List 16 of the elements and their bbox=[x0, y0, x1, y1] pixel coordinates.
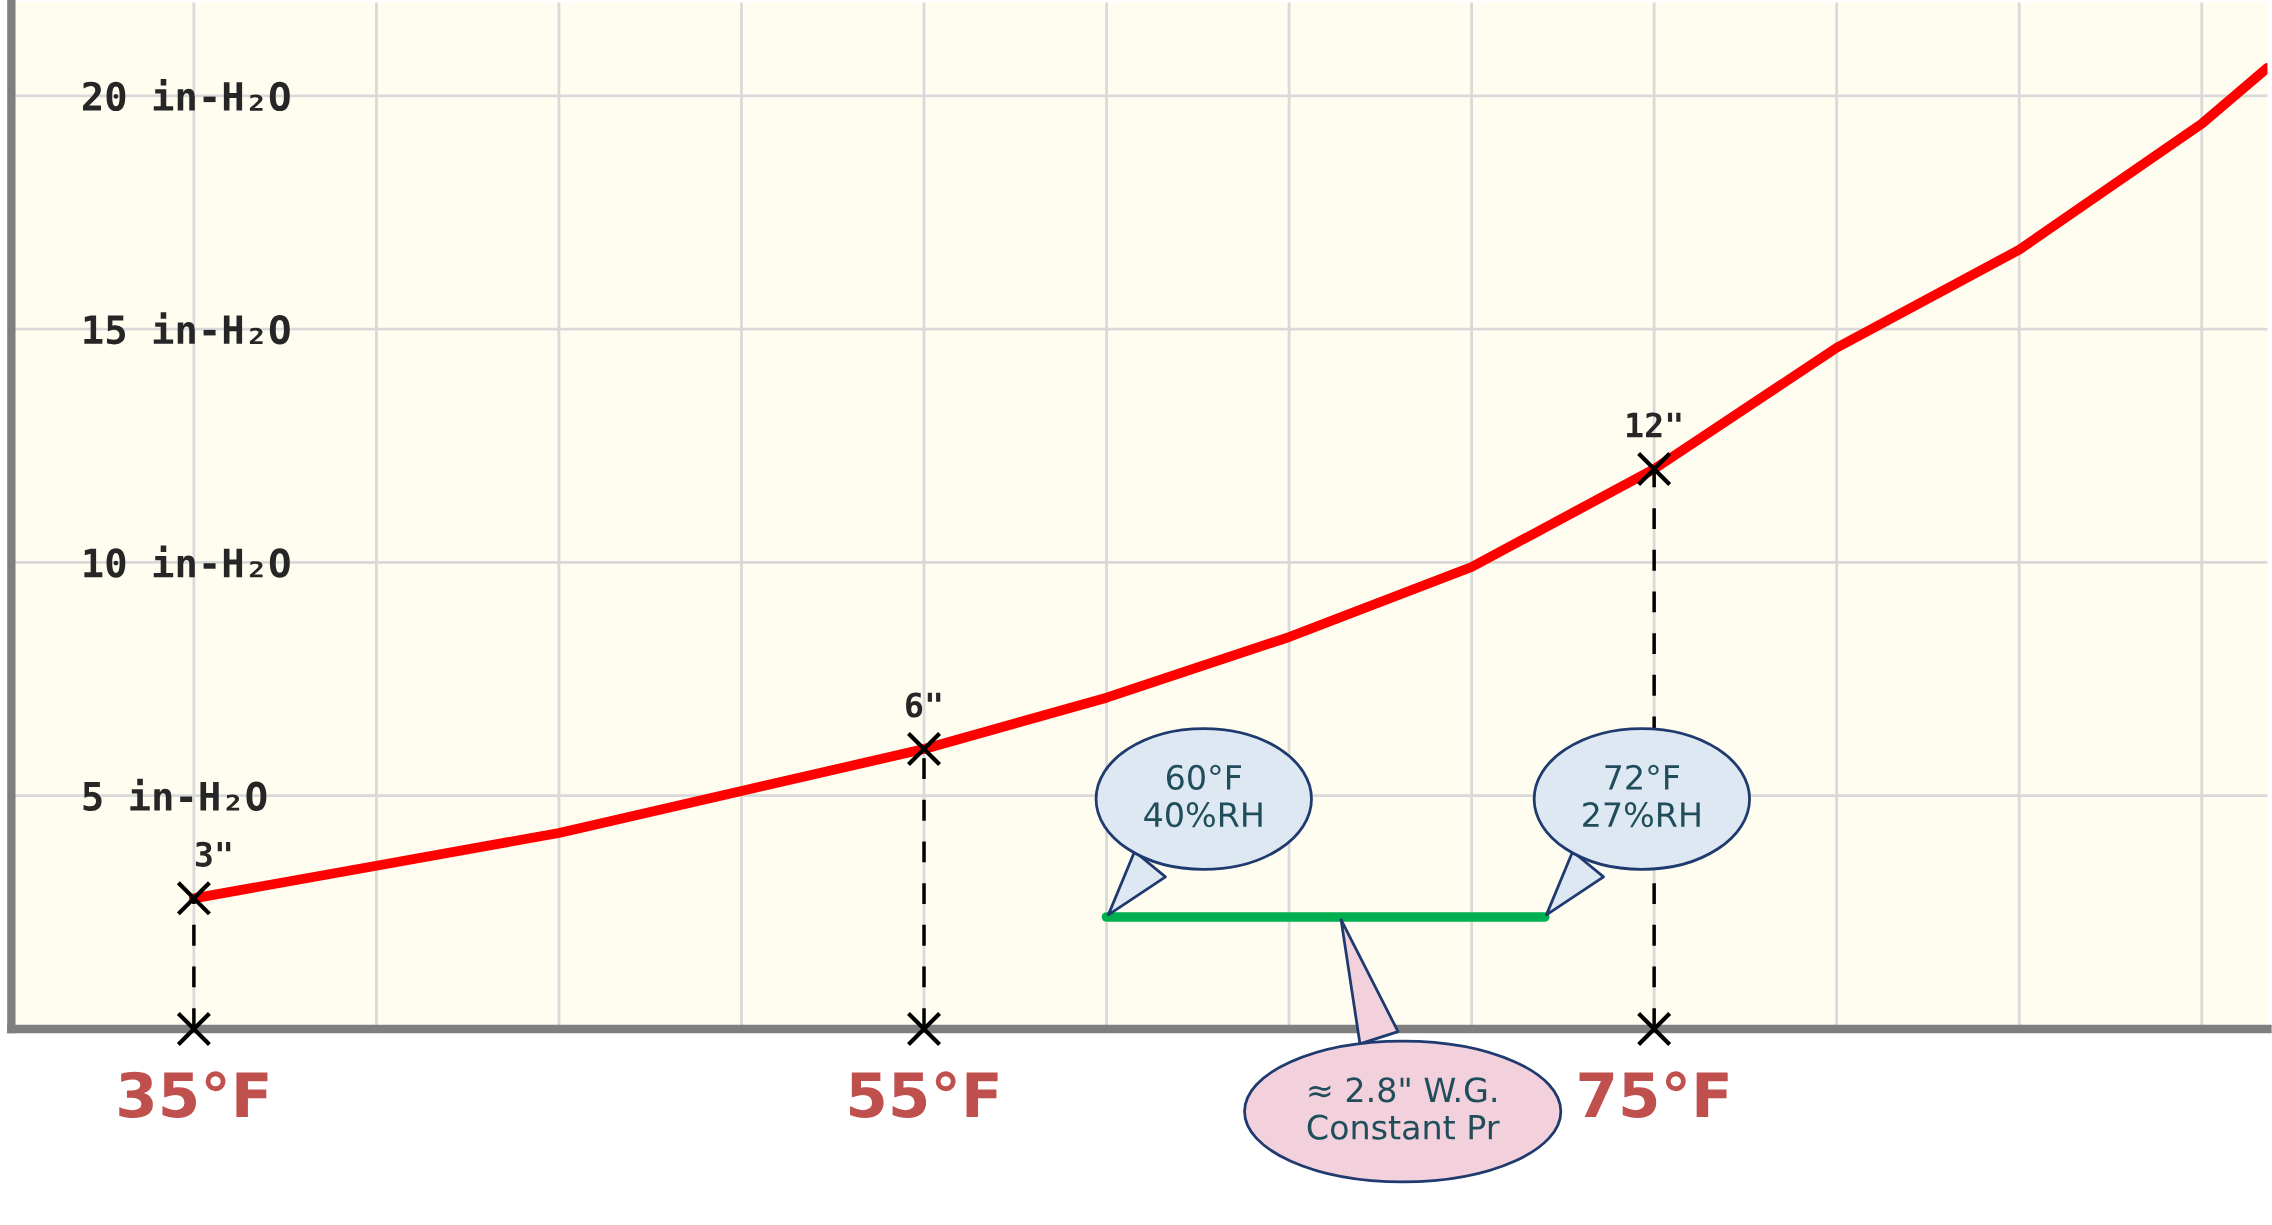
y-tick-label: 5 in-H₂O bbox=[83, 778, 267, 812]
point bbox=[906, 1011, 942, 1047]
y-tick-label: 20 in-H₂O bbox=[82, 78, 290, 112]
data-label: 3" bbox=[195, 841, 231, 867]
y-tick-label: 15 in-H₂O bbox=[84, 312, 290, 345]
point bbox=[176, 1011, 212, 1047]
y-tick-label: 10 in-H₂O bbox=[84, 545, 290, 578]
data-label: 12" bbox=[1627, 412, 1681, 438]
x-tick-label: 75°F bbox=[1579, 1071, 1728, 1118]
annotation: 60°F 40%RH bbox=[1144, 764, 1262, 828]
annotation: ≈ 2.8" W.G. Constant Pr bbox=[1307, 1077, 1500, 1140]
x-tick-label: 35°F bbox=[119, 1071, 268, 1118]
annotation: 72°F 27%RH bbox=[1583, 764, 1700, 828]
x-tick-label: 55°F bbox=[850, 1071, 998, 1118]
data-label: 6" bbox=[906, 692, 941, 718]
point bbox=[1636, 1011, 1672, 1047]
